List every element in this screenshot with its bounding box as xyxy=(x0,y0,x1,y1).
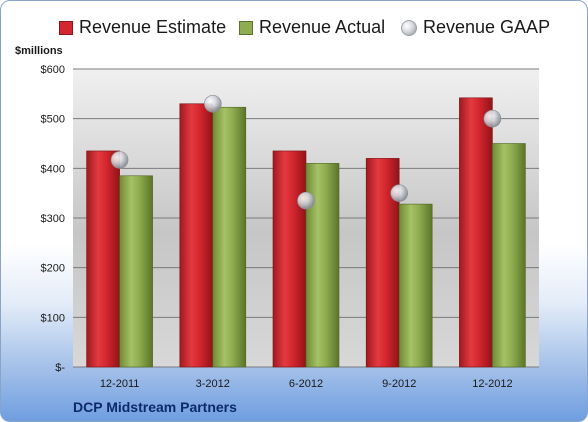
bar-revenue-estimate xyxy=(272,150,307,368)
marker-revenue-gaap xyxy=(110,151,129,169)
marker-revenue-gaap xyxy=(483,109,502,128)
legend-label-actual: Revenue Actual xyxy=(259,17,386,37)
bar-revenue-estimate xyxy=(459,97,493,368)
legend-item-gaap: Revenue GAAP xyxy=(401,17,550,38)
x-tick-label: 6-2012 xyxy=(289,378,323,390)
legend-swatch-actual xyxy=(239,20,253,35)
y-tick-label: $600 xyxy=(41,64,65,76)
x-tick-label: 12-2011 xyxy=(100,378,140,390)
y-tick-label: $500 xyxy=(41,114,65,126)
legend: Revenue Estimate Revenue Actual Revenue … xyxy=(1,17,587,41)
x-tick-label: 3-2012 xyxy=(196,378,230,390)
bar-revenue-actual xyxy=(119,175,153,368)
bar-revenue-actual xyxy=(212,106,247,368)
legend-label-estimate: Revenue Estimate xyxy=(79,17,227,37)
legend-label-gaap: Revenue GAAP xyxy=(423,17,551,37)
legend-item-actual: Revenue Actual xyxy=(239,17,385,38)
x-tick-label: 9-2012 xyxy=(382,378,416,390)
bar-revenue-estimate xyxy=(86,150,120,368)
marker-revenue-gaap xyxy=(204,94,222,113)
y-tick-label: $100 xyxy=(41,312,65,324)
company-label: DCP Midstream Partners xyxy=(73,399,237,415)
legend-swatch-gaap xyxy=(401,19,417,36)
marker-revenue-gaap xyxy=(297,191,315,210)
x-tick-label: 12-2012 xyxy=(472,378,512,390)
bar-revenue-estimate xyxy=(179,103,214,368)
bar-revenue-actual xyxy=(492,143,526,368)
y-axis-unit-label: $millions xyxy=(15,45,63,57)
y-tick-label: $300 xyxy=(41,213,65,225)
legend-item-estimate: Revenue Estimate xyxy=(59,17,226,38)
y-tick-label: $200 xyxy=(41,263,65,275)
y-tick-label: $400 xyxy=(41,163,65,175)
bar-revenue-actual xyxy=(398,203,433,368)
legend-swatch-estimate xyxy=(59,20,73,35)
y-tick-label: $- xyxy=(55,362,65,374)
marker-revenue-gaap xyxy=(390,184,409,202)
